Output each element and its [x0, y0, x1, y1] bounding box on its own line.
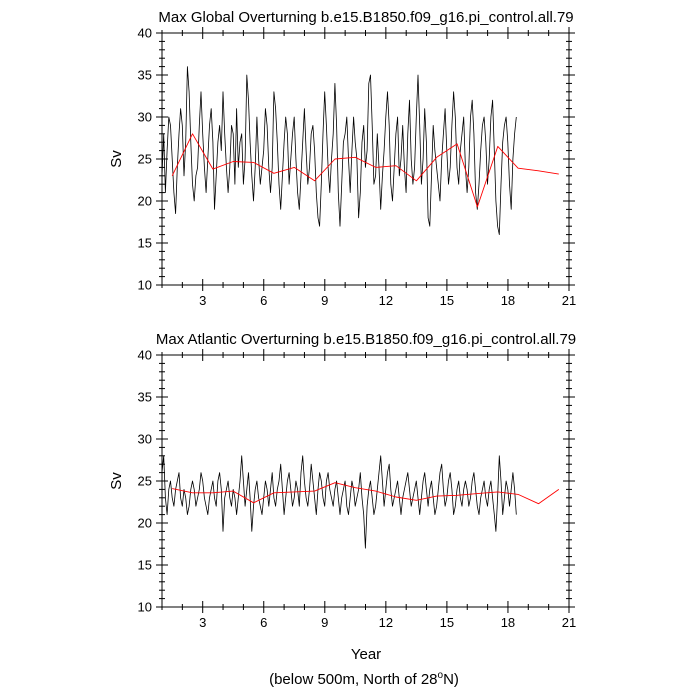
global-xtick-label-3: 3 [199, 293, 206, 308]
atlantic-ytick-label-35: 35 [138, 390, 152, 405]
global-y-axis-label: Sv [108, 150, 125, 168]
atlantic-ytick-label-10: 10 [138, 600, 152, 615]
global-ytick-label-40: 40 [138, 26, 152, 41]
global-ytick-label-25: 25 [138, 152, 152, 167]
global-overturning-panel: Max Global Overturning b.e15.B1850.f09_g… [108, 9, 576, 308]
atlantic-chart-title: Max Atlantic Overturning b.e15.B1850.f09… [156, 331, 576, 348]
footer-note: (below 500m, North of 28oN) [269, 670, 459, 688]
atlantic-xtick-label-3: 3 [199, 615, 206, 630]
global-xtick-label-18: 18 [501, 293, 515, 308]
atlantic-axis-ticks: 10 15 20 25 30 35 40 3 6 9 12 15 18 21 [138, 348, 577, 631]
atlantic-series [161, 455, 560, 549]
footer-prefix: (below 500m, North of 28 [269, 671, 437, 688]
global-xtick-label-15: 15 [440, 293, 454, 308]
global-xtick-label-12: 12 [379, 293, 393, 308]
atlantic-series-annual-mean-line [172, 482, 560, 505]
global-series [161, 66, 559, 236]
atlantic-series-monthly-line [161, 455, 517, 549]
atlantic-x-axis-label: Year [351, 646, 381, 663]
atlantic-ytick-label-20: 20 [138, 516, 152, 531]
atlantic-y-axis-label: Sv [108, 472, 125, 490]
atlantic-xtick-label-18: 18 [501, 615, 515, 630]
footer-degree: o [438, 670, 444, 681]
global-chart-title: Max Global Overturning b.e15.B1850.f09_g… [158, 9, 573, 26]
atlantic-overturning-panel: Max Atlantic Overturning b.e15.B1850.f09… [108, 331, 576, 663]
atlantic-ytick-label-15: 15 [138, 558, 152, 573]
global-ytick-label-10: 10 [138, 278, 152, 293]
atlantic-ytick-label-30: 30 [138, 432, 152, 447]
global-ytick-label-30: 30 [138, 110, 152, 125]
atlantic-xtick-label-15: 15 [440, 615, 454, 630]
global-series-annual-mean-line [171, 133, 559, 208]
atlantic-xtick-label-9: 9 [321, 615, 328, 630]
footer-suffix: N) [443, 671, 459, 688]
global-ytick-label-15: 15 [138, 236, 152, 251]
global-series-monthly-line [161, 66, 517, 236]
global-plot-frame [161, 32, 570, 286]
global-xtick-label-6: 6 [260, 293, 267, 308]
global-ytick-label-35: 35 [138, 68, 152, 83]
global-xtick-label-21: 21 [562, 293, 576, 308]
atlantic-xtick-label-12: 12 [379, 615, 393, 630]
global-ytick-label-20: 20 [138, 194, 152, 209]
atlantic-xtick-label-21: 21 [562, 615, 576, 630]
atlantic-plot-frame [161, 354, 570, 608]
global-xtick-label-9: 9 [321, 293, 328, 308]
atlantic-ytick-label-25: 25 [138, 474, 152, 489]
atlantic-ytick-label-40: 40 [138, 348, 152, 363]
atlantic-xtick-label-6: 6 [260, 615, 267, 630]
